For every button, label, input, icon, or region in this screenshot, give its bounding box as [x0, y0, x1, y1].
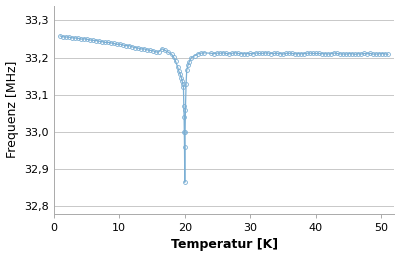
- X-axis label: Temperatur [K]: Temperatur [K]: [170, 238, 278, 251]
- Y-axis label: Frequenz [MHz]: Frequenz [MHz]: [6, 61, 18, 158]
